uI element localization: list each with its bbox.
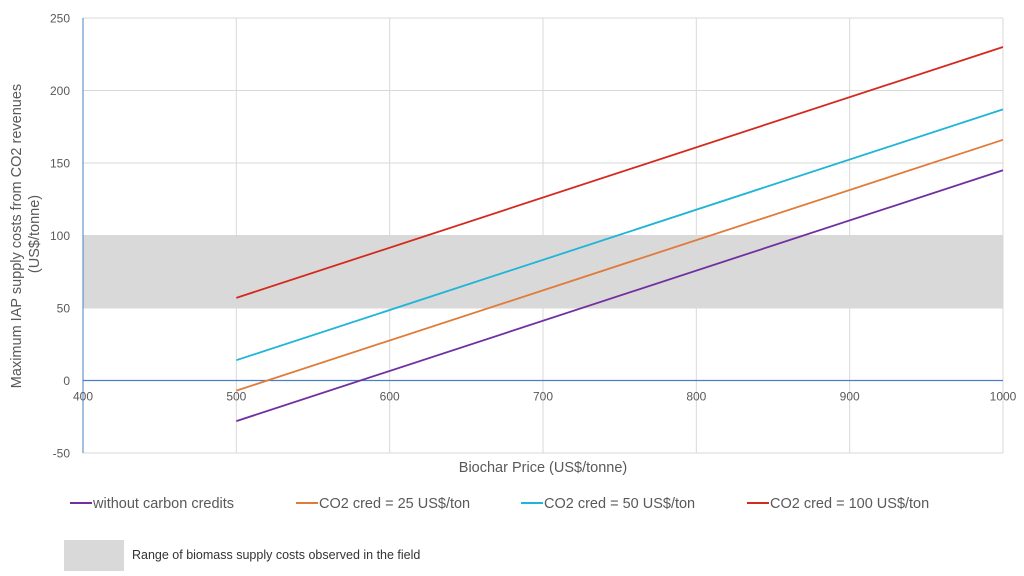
x-tick-label: 800 bbox=[686, 390, 706, 404]
y-tick-label: 0 bbox=[63, 374, 70, 388]
y-tick-label: 50 bbox=[57, 302, 71, 316]
axes bbox=[82, 18, 1003, 453]
supply-cost-band-rect bbox=[83, 235, 1003, 308]
legend-item: CO2 cred = 50 US$/ton bbox=[521, 496, 695, 512]
legend-label: without carbon credits bbox=[92, 496, 234, 512]
series-line-1 bbox=[236, 169, 1004, 422]
legend-label: CO2 cred = 50 US$/ton bbox=[544, 496, 695, 512]
x-tick-label: 900 bbox=[840, 390, 860, 404]
legend-item: without carbon credits bbox=[70, 496, 234, 512]
series-lines bbox=[236, 46, 1004, 422]
series-line-2 bbox=[236, 138, 1004, 392]
band-legend: Range of biomass supply costs observed i… bbox=[64, 540, 420, 571]
x-tick-label: 700 bbox=[533, 390, 553, 404]
legend-item: CO2 cred = 100 US$/ton bbox=[747, 496, 929, 512]
supply-cost-band bbox=[83, 235, 1003, 308]
band-legend-label: Range of biomass supply costs observed i… bbox=[132, 548, 420, 562]
x-tick-label: 1000 bbox=[990, 390, 1017, 404]
legend-label: CO2 cred = 100 US$/ton bbox=[770, 496, 929, 512]
x-tick-label: 500 bbox=[226, 390, 246, 404]
series-line-4 bbox=[236, 46, 1004, 299]
x-tick-label: 400 bbox=[73, 390, 93, 404]
y-axis-label-line2: (US$/tonne) bbox=[27, 195, 43, 273]
legend-item: CO2 cred = 25 US$/ton bbox=[296, 496, 470, 512]
y-axis-label-line1: Maximum IAP supply costs from CO2 revenu… bbox=[9, 84, 25, 388]
legend: without carbon credits CO2 cred = 25 US$/… bbox=[70, 496, 929, 512]
x-axis-label: Biochar Price (US$/tonne) bbox=[459, 460, 627, 476]
series-line-3 bbox=[236, 108, 1004, 362]
x-tick-label: 600 bbox=[380, 390, 400, 404]
y-tick-label: 250 bbox=[50, 12, 70, 26]
y-tick-label: -50 bbox=[53, 447, 71, 461]
y-tick-label: 200 bbox=[50, 84, 70, 98]
y-tick-label: 150 bbox=[50, 157, 70, 171]
y-tick-label: 100 bbox=[50, 229, 70, 243]
tick-labels: -50 0 50 100 150 200 250 400 500 600 700 800 900 1000 bbox=[50, 12, 1017, 461]
band-legend-swatch bbox=[64, 540, 124, 571]
legend-label: CO2 cred = 25 US$/ton bbox=[319, 496, 470, 512]
y-axis-label: Maximum IAP supply costs from CO2 revenu… bbox=[9, 80, 43, 388]
